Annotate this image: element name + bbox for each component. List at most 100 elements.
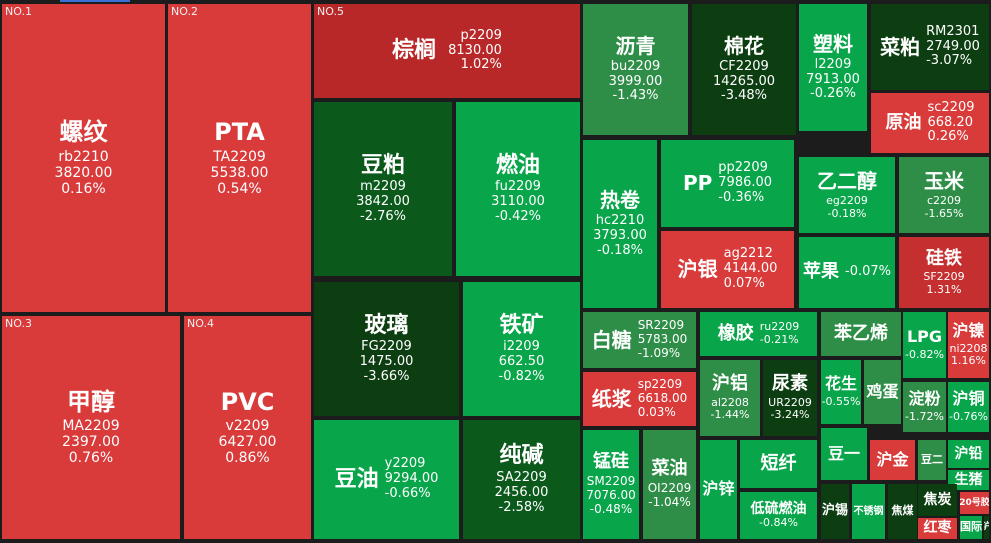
treemap-tile-45[interactable]: 生猪 [948,470,989,490]
treemap-tile-10[interactable]: 豆油 y2209 9294.00 -0.66% [314,420,459,539]
treemap-tile-34[interactable]: 淀粉 -1.72% [903,382,946,432]
treemap-tile-41[interactable]: 豆一 [821,428,867,480]
tile-name: 短纤 [760,452,797,474]
tile-name: 苯乙烯 [834,322,888,344]
tile-details: pp2209 7986.00 -0.36% [718,160,772,206]
treemap-tile-25[interactable]: 橡胶 ru2209 -0.21% [700,312,817,356]
treemap-tile-6[interactable]: 豆粕 m2209 3842.00 -2.76% [314,102,452,276]
treemap-tile-36[interactable]: 锰硅 SM2209 7076.00 -0.48% [583,430,639,539]
treemap-tile-33[interactable]: 鸡蛋 [864,360,901,424]
treemap-tile-38[interactable]: 沪锌 [700,440,737,539]
treemap-tile-18[interactable]: PP pp2209 7986.00 -0.36% [661,140,794,227]
treemap-tile-52[interactable]: 国际 [960,516,982,539]
treemap-tile-32[interactable]: 花生 -0.55% [821,360,861,424]
tile-code: hc2210 [595,213,645,229]
treemap-tile-26[interactable]: 苯乙烯 [821,312,901,356]
treemap-tile-31[interactable]: 尿素 UR2209 -3.24% [763,360,817,436]
tile-change: -2.76% [360,209,406,225]
treemap-tile-37[interactable]: 菜油 OI2209 -1.04% [643,430,696,539]
treemap-tile-7[interactable]: 燃油 fu2209 3110.00 -0.42% [456,102,580,276]
treemap-tile-29[interactable]: 纸浆 sp2209 6618.00 0.03% [583,372,696,426]
tile-details: y2209 9294.00 -0.66% [385,456,439,502]
tile-price: 668.20 [927,114,973,130]
treemap-tile-1[interactable]: NO.1 螺纹 rb2210 3820.00 0.16% [2,4,165,312]
treemap-tile-50[interactable]: 20号胶 [960,492,989,514]
treemap-tile-28[interactable]: 沪镍 ni2208 1.16% [948,312,989,378]
tile-name: 沪锌 [702,479,735,499]
tile-price: 7076.00 [586,487,636,502]
tile-price: 4144.00 [723,261,778,277]
tile-code: SM2209 [586,474,636,489]
treemap-tile-13[interactable]: 棉花 CF2209 14265.00 -3.48% [692,4,796,135]
treemap-tile-2[interactable]: NO.2 PTA TA2209 5538.00 0.54% [168,4,311,312]
treemap-tile-17[interactable]: 热卷 hc2210 3793.00 -0.18% [583,140,657,308]
tile-name: 沥青 [615,33,656,58]
treemap-tile-43[interactable]: 豆二 [918,440,946,480]
tile-code: ru2209 [759,320,800,334]
treemap-tile-20[interactable]: 玉米 c2209 -1.65% [899,157,989,233]
treemap-tile-14[interactable]: 塑料 l2209 7913.00 -0.26% [799,4,867,131]
tile-code: pp2209 [718,160,768,176]
tile-code: ag2212 [723,246,773,262]
tile-name: 沪铅 [954,445,983,462]
treemap-tile-44[interactable]: 沪铅 [948,440,989,468]
treemap-tile-22[interactable]: 苹果 -0.07% [799,237,895,308]
treemap-tile-15[interactable]: 菜粕 RM2301 2749.00 -3.07% [871,4,989,90]
tile-price: 14265.00 [712,73,776,89]
treemap-tile-12[interactable]: 沥青 bu2209 3999.00 -1.43% [583,4,688,135]
tile-name: 沪铜 [952,389,985,409]
tile-name: 焦煤 [891,504,914,518]
treemap-tile-5[interactable]: NO.5 棕榈 p2209 8130.00 1.02% [314,4,580,98]
tile-change: 0.07% [723,275,765,291]
tile-code: rb2210 [58,148,109,165]
treemap-tile-27[interactable]: LPG -0.82% [903,312,946,378]
tile-name: 纯碱 [499,443,544,469]
tile-details: -0.07% [845,264,891,280]
tile-price: 3820.00 [54,164,113,181]
treemap-tile-21[interactable]: 沪银 ag2212 4144.00 0.07% [661,231,794,308]
tile-name: 乙二醇 [817,168,877,193]
tile-change: -0.76% [949,409,988,423]
tile-code: eg2209 [826,193,868,207]
treemap-tile-19[interactable]: 乙二醇 eg2209 -0.18% [799,157,895,233]
treemap-tile-24[interactable]: 白糖 SR2209 5783.00 -1.09% [583,312,696,368]
tile-price: 662.50 [498,354,545,370]
treemap-tile-46[interactable]: 沪锡 [821,484,849,539]
treemap-tile-35[interactable]: 沪铜 -0.76% [948,382,989,432]
treemap-tile-39[interactable]: 短纤 [740,440,817,488]
treemap-tile-42[interactable]: 沪金 [870,440,915,480]
tile-name: 不锈钢 [853,505,884,517]
treemap-tile-3[interactable]: NO.3 甲醇 MA2209 2397.00 0.76% [2,316,180,539]
treemap-tile-51[interactable]: 红枣 [918,518,957,539]
tile-details: p2209 8130.00 1.02% [448,28,502,74]
tile-name: 燃油 [495,152,540,178]
tile-code: SA2209 [496,469,547,485]
tile-name: 锰硅 [593,451,629,473]
tile-price: 5783.00 [637,332,688,347]
treemap-tile-30[interactable]: 沪铝 al2208 -1.44% [700,360,760,436]
tile-name: 铁矿 [499,312,544,338]
treemap-tile-11[interactable]: 纯碱 SA2209 2456.00 -2.58% [463,420,580,539]
treemap-tile-23[interactable]: 硅铁 SF2209 1.31% [899,237,989,308]
treemap-tile-47[interactable]: 不锈钢 [852,484,885,539]
treemap-tile-53[interactable]: 沪 [984,516,989,539]
tile-price: 6618.00 [637,391,688,406]
tile-name: PVC [220,387,275,416]
treemap-tile-49[interactable]: 焦炭 [918,484,957,516]
tile-code: FG2209 [361,339,412,355]
tile-change: 0.03% [637,404,676,419]
treemap-tile-4[interactable]: NO.4 PVC v2209 6427.00 0.86% [184,316,311,539]
treemap-tile-9[interactable]: 铁矿 i2209 662.50 -0.82% [463,282,580,416]
tile-name: 豆粕 [360,152,405,178]
treemap-tile-16[interactable]: 原油 sc2209 668.20 0.26% [871,93,989,153]
tile-change: -0.82% [498,369,545,385]
treemap-tile-48[interactable]: 焦煤 [888,484,917,539]
treemap-tile-8[interactable]: 玻璃 FG2209 1475.00 -3.66% [314,282,459,416]
tile-rank-label: NO.2 [171,5,198,18]
tile-code: v2209 [225,418,270,435]
tile-name: 花生 [824,374,857,394]
treemap-tile-40[interactable]: 低硫燃油 -0.84% [740,492,817,539]
tile-change: 0.54% [217,180,262,197]
tile-price: 3110.00 [491,194,545,210]
